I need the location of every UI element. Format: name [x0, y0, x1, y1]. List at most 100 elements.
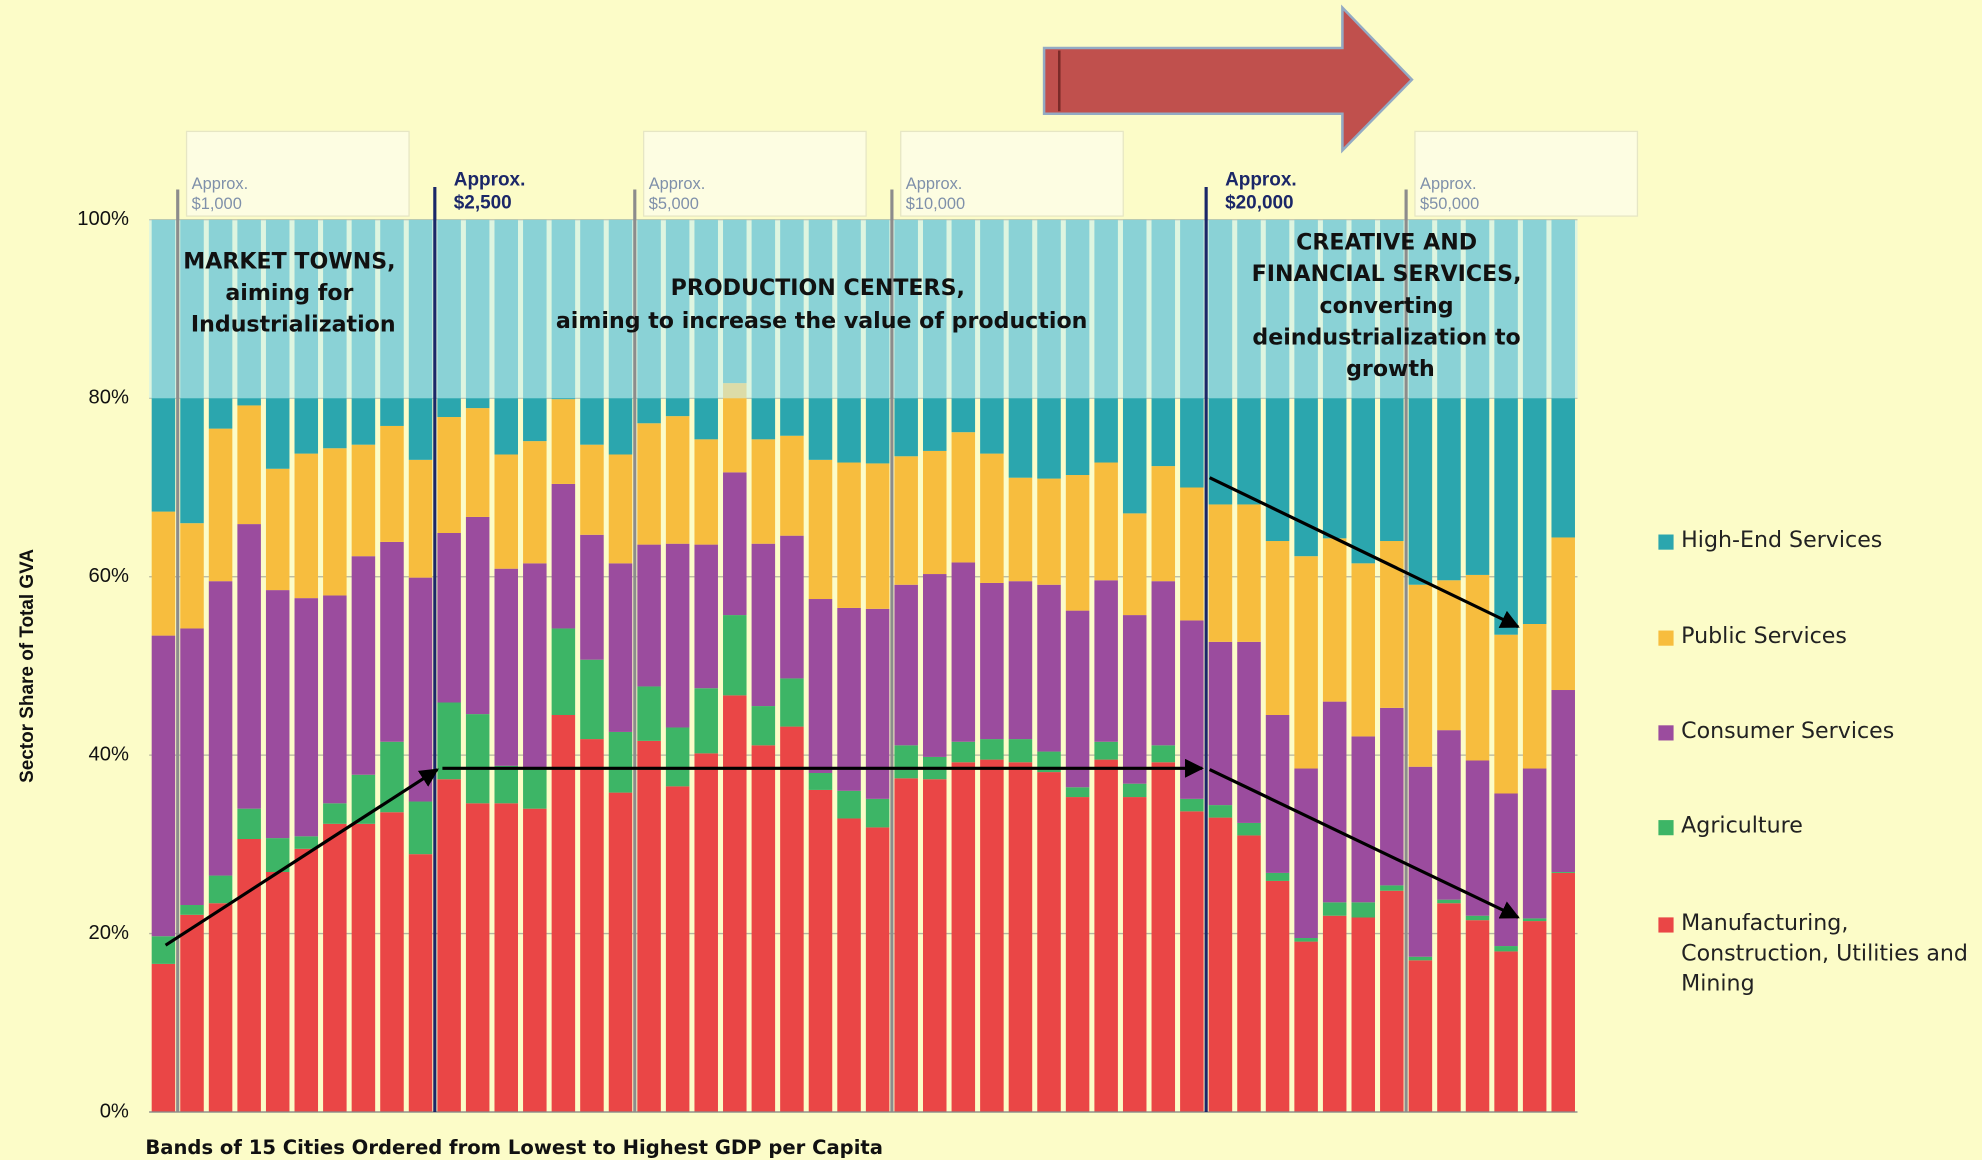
bar-segment [180, 905, 204, 915]
bar-segment [1037, 772, 1061, 1112]
bar-segment [808, 789, 833, 1112]
bar-segment [265, 590, 290, 839]
bar-segment [351, 556, 376, 775]
bar-segment [1294, 556, 1318, 769]
bar-segment [1465, 920, 1490, 1112]
bar-segment [351, 774, 376, 824]
bar-segment [1408, 766, 1433, 957]
bar-segment [1294, 941, 1318, 1112]
bar-segment [1008, 581, 1033, 740]
bar-segment [408, 854, 433, 1112]
bar-segment [323, 595, 347, 804]
bar-segment [580, 534, 604, 660]
y-tick-label: 60% [88, 565, 128, 587]
bar-segment [351, 444, 376, 557]
bar-segment [551, 483, 576, 629]
y-tick-label: 80% [88, 387, 128, 409]
region-label: CREATIVE AND FINANCIAL SERVICES, convert… [1252, 229, 1530, 381]
bar-segment [265, 838, 290, 873]
region-line: aiming to increase the value of producti… [556, 307, 1088, 333]
region-line: PRODUCTION CENTERS, [671, 275, 965, 301]
legend-label-box: Consumer Services [1681, 719, 1894, 744]
bar-segment [437, 779, 461, 1112]
y-axis-label: Sector Share of Total GVA [17, 549, 38, 783]
bar-segment [665, 727, 690, 787]
legend: High-End Services Public Services Consumer… [1658, 528, 1968, 997]
bar-segment [1294, 768, 1318, 939]
bar-segment [1065, 610, 1090, 788]
bar-segment [1494, 946, 1518, 952]
bar-segment [208, 903, 233, 1112]
marker-label: $5,000 [649, 195, 699, 213]
bar-segment [1351, 736, 1376, 903]
trend-arrows [164, 476, 1520, 947]
shaded-band [149, 219, 1578, 399]
marker-box [185, 130, 410, 217]
bar-segment [437, 533, 461, 703]
region-line: FINANCIAL SERVICES, [1252, 261, 1522, 287]
bar-segment [1351, 902, 1376, 918]
bar-segment [1265, 880, 1290, 1112]
bar-segment [894, 778, 918, 1112]
region-line: Industrialization [191, 311, 396, 337]
bar-segment [408, 459, 433, 578]
bar-segment [1437, 730, 1461, 900]
bar-segment [1294, 938, 1318, 942]
bar-segment [1180, 487, 1204, 621]
bar-segment [465, 714, 490, 804]
marker-label: Approx. [906, 175, 963, 193]
bar-segment [723, 383, 747, 473]
bar-segment [1551, 537, 1575, 691]
bar-segment [180, 523, 204, 629]
bar-segment [951, 432, 976, 563]
bar-segment [151, 963, 176, 1112]
marker-box [1414, 130, 1639, 217]
bar-segment [1065, 787, 1090, 798]
bar-segment [1494, 793, 1518, 947]
bar-segment [208, 581, 233, 876]
bar-segment [980, 582, 1004, 740]
bar-segment [351, 823, 376, 1112]
bar-segment [780, 535, 804, 679]
bar-segment [1208, 805, 1233, 818]
bar-segment [808, 599, 833, 773]
bar-segment [751, 706, 776, 746]
bar-segment [1322, 902, 1347, 916]
bar-segment [980, 739, 1004, 760]
bar-segment [465, 803, 490, 1112]
marker-label: Approx. [649, 175, 706, 193]
bar-segment [380, 541, 404, 742]
bar-segment [551, 714, 576, 1112]
bar-segment [1465, 574, 1490, 761]
bar-segment [1237, 641, 1261, 823]
bar-segment [437, 417, 461, 534]
bar-segment [1008, 477, 1033, 582]
progress-arrow [1042, 4, 1414, 154]
region-line: aiming for [225, 280, 353, 306]
legend-label: Manufacturing, Construction, Utilities a… [1681, 911, 1968, 997]
bar-segment [465, 516, 490, 715]
bar-segment [1322, 915, 1347, 1112]
bar-segment [1122, 783, 1147, 798]
bar-segment [294, 836, 319, 849]
bar-segment [723, 472, 747, 616]
bar-segment [523, 441, 547, 564]
bar-segment [208, 875, 233, 904]
bar-segment [1122, 513, 1147, 616]
bar-segment [980, 453, 1004, 583]
bar-segment [1351, 917, 1376, 1112]
bar-segment [780, 678, 804, 727]
bar-segment [751, 439, 776, 544]
marker-label: Approx. [192, 175, 249, 193]
bar-segment [523, 808, 547, 1112]
bar-segment [665, 786, 690, 1112]
bar-segment [865, 798, 890, 828]
region-line: MARKET TOWNS, [183, 248, 395, 274]
bar-segment [1122, 797, 1147, 1112]
bar-segment [1380, 885, 1404, 891]
region-line: deindustrialization to [1252, 324, 1520, 350]
bar-segment [837, 790, 861, 819]
bar-segment [1465, 760, 1490, 916]
bar-segment [523, 769, 547, 809]
